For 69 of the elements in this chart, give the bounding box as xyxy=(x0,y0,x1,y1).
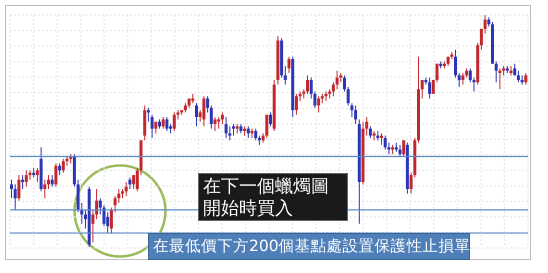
candlestick xyxy=(17,174,20,202)
candlestick xyxy=(428,77,432,100)
candlestick xyxy=(317,96,320,113)
candlestick xyxy=(294,93,298,116)
annotation: 在下一個蠟燭圖開始時買入 xyxy=(198,173,348,221)
candlestick xyxy=(398,144,402,158)
candlestick xyxy=(284,66,287,86)
candlestick xyxy=(250,128,254,138)
candlestick xyxy=(132,174,136,190)
annotation: 在最低價下方200個基點處設置保護性止損單 xyxy=(148,233,471,260)
candlestick xyxy=(354,104,358,125)
candlestick xyxy=(191,93,194,104)
candlestick xyxy=(376,130,380,141)
candlestick xyxy=(269,112,272,127)
candlestick xyxy=(262,132,265,144)
candlestick xyxy=(391,144,394,155)
candlestick xyxy=(158,118,161,130)
candlestick xyxy=(368,126,372,138)
candlestick xyxy=(54,162,58,188)
candlestick xyxy=(310,77,313,100)
candlestick xyxy=(254,128,258,141)
candlestick xyxy=(162,116,165,130)
candlestick xyxy=(220,112,224,125)
candlestick xyxy=(14,184,17,210)
candlestick xyxy=(524,72,528,86)
candlestick xyxy=(214,116,216,132)
candlestick xyxy=(328,88,332,100)
candlestick xyxy=(58,162,62,176)
candlestick xyxy=(128,176,132,190)
candlestick xyxy=(320,93,324,104)
candlestick xyxy=(239,124,242,134)
candlestick xyxy=(313,91,316,108)
candlestick xyxy=(498,68,502,90)
candlestick xyxy=(24,170,28,188)
candlestick xyxy=(206,96,210,113)
candlestick xyxy=(265,114,268,138)
candlestick xyxy=(210,104,213,130)
candlestick xyxy=(432,79,435,94)
candlestick xyxy=(184,102,187,113)
candlestick xyxy=(258,135,261,146)
candlestick xyxy=(402,140,406,158)
candlestick xyxy=(306,74,309,94)
candlestick xyxy=(195,102,198,127)
candlestick xyxy=(513,63,516,76)
candlestick xyxy=(246,126,250,138)
candlestick xyxy=(387,142,390,155)
candlestick xyxy=(124,182,128,196)
candlestick xyxy=(516,70,520,83)
candlestick xyxy=(62,158,65,174)
candlestick xyxy=(43,179,46,199)
candlestick xyxy=(461,72,464,86)
candlestick xyxy=(410,172,413,194)
candlestick xyxy=(154,121,158,134)
candlestick xyxy=(202,96,206,127)
candlestick xyxy=(380,132,383,146)
candlestick xyxy=(165,116,168,132)
candlestick xyxy=(510,66,512,76)
candlestick xyxy=(394,142,398,152)
candlestick xyxy=(520,74,524,86)
candlestick xyxy=(384,135,387,150)
candlestick xyxy=(117,188,120,204)
candlestick xyxy=(224,116,228,138)
candlestick xyxy=(36,168,39,183)
candlestick xyxy=(172,112,176,132)
candlestick xyxy=(288,56,290,74)
candlestick xyxy=(188,98,191,108)
candlestick xyxy=(243,126,246,136)
candlestick xyxy=(21,174,24,190)
candlestick xyxy=(50,174,54,188)
